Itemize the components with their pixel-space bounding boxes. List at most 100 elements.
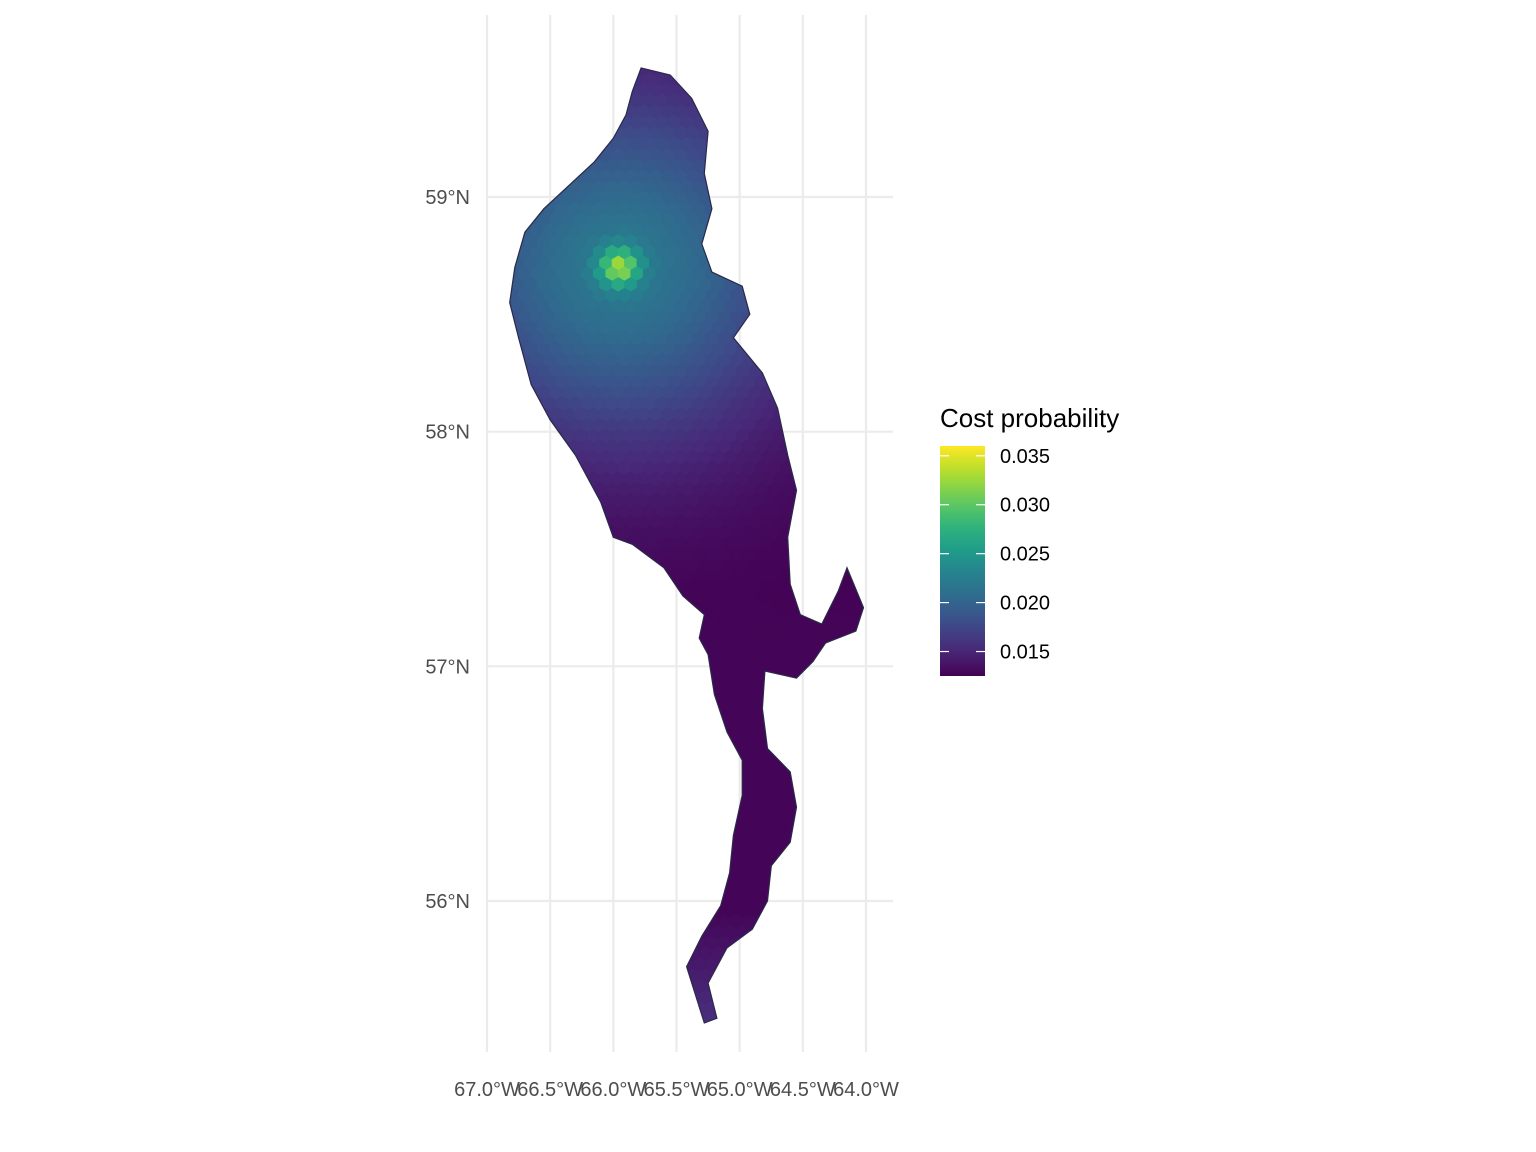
hex-cell: [586, 773, 600, 790]
hex-cell: [530, 93, 544, 109]
hex-cell: [642, 611, 656, 628]
hex-cell: [842, 827, 856, 844]
hex-cell: [642, 633, 656, 649]
hex-cell: [524, 795, 538, 811]
hex-cell: [649, 817, 663, 833]
hex-cell: [593, 590, 606, 606]
hex-cell: [861, 709, 864, 725]
hex-cell: [836, 644, 850, 660]
hex-cell: [842, 784, 856, 800]
hex-cell: [829, 525, 843, 541]
hex-cell: [842, 266, 856, 282]
hex-cell: [811, 493, 825, 509]
hex-cell: [630, 590, 644, 606]
hex-cell: [817, 309, 831, 325]
hex-cell: [636, 622, 650, 638]
hex-cell: [773, 169, 787, 185]
hex-cell: [509, 82, 513, 98]
hex-cell: [723, 212, 737, 228]
hex-cell: [786, 730, 800, 746]
hex-cell: [823, 709, 837, 725]
hex-cell: [686, 795, 700, 811]
hex-cell: [599, 67, 613, 77]
hex-cell: [817, 568, 831, 584]
hex-cell: [655, 763, 669, 779]
hex-cell: [605, 935, 619, 952]
hex-cell: [511, 557, 525, 574]
hex-cell: [836, 817, 850, 833]
hex-cell: [617, 1022, 631, 1023]
hex-cell: [767, 935, 781, 952]
hex-cell: [786, 169, 800, 185]
hex-cell: [823, 838, 837, 854]
hex-cell: [636, 601, 650, 617]
hex-cell: [767, 698, 781, 714]
hex-cell: [580, 547, 594, 563]
hex-cell: [568, 871, 582, 887]
hex-cell: [848, 67, 862, 77]
hex-cell: [593, 741, 606, 757]
hex-cell: [767, 93, 781, 109]
hex-cell: [823, 190, 837, 206]
hex-cell: [509, 817, 513, 833]
hex-cell: [506, 51, 518, 65]
hex-cell: [755, 201, 769, 217]
hex-cell: [848, 536, 862, 552]
hex-cell: [509, 730, 513, 746]
hex-cell: [829, 784, 843, 800]
hex-cell: [711, 752, 725, 768]
hex-cell: [780, 914, 794, 930]
hex-cell: [574, 644, 588, 660]
hex-cell: [817, 655, 831, 671]
hex-cell: [524, 147, 538, 163]
hex-cell: [761, 169, 775, 185]
hex-cell: [773, 1011, 787, 1023]
hex-cell: [773, 125, 787, 142]
hex-cell: [599, 773, 613, 790]
hex-cell: [555, 719, 569, 736]
hex-cell: [829, 503, 843, 520]
hex-cell: [630, 914, 644, 930]
hex-cell: [509, 212, 513, 228]
hex-cell: [848, 730, 862, 746]
hex-cell: [692, 71, 706, 88]
hex-cell: [817, 287, 831, 304]
hex-cell: [848, 514, 862, 530]
hex-cell: [555, 676, 569, 692]
hex-cell: [509, 277, 513, 293]
hex-cell: [836, 82, 850, 98]
hex-cell: [509, 849, 519, 865]
hex-cell: [518, 590, 532, 606]
hex-cell: [717, 763, 731, 779]
hex-cell: [823, 989, 837, 1006]
hex-cell: [836, 946, 850, 962]
hex-cell: [649, 903, 663, 919]
hex-cell: [717, 741, 731, 757]
hex-cell: [811, 817, 825, 833]
hex-cell: [817, 331, 831, 347]
hex-cell: [811, 169, 825, 185]
hex-cell: [861, 67, 864, 77]
hex-cell: [586, 104, 600, 120]
hex-cell: [549, 514, 563, 530]
hex-cell: [509, 655, 519, 671]
hex-cell: [586, 67, 600, 77]
hex-cell: [655, 827, 669, 844]
hex-cell: [630, 1022, 644, 1023]
hex-cell: [817, 93, 831, 109]
hex-cell: [509, 1000, 519, 1016]
hex-cell: [561, 925, 575, 941]
hex-cell: [636, 860, 650, 876]
hex-cell: [861, 989, 864, 1006]
hex-cell: [829, 352, 843, 368]
hex-cell: [836, 687, 850, 703]
hex-cell: [836, 536, 850, 552]
hex-cell: [617, 547, 631, 563]
hex-cell: [773, 385, 787, 401]
hex-cell: [811, 67, 825, 77]
hex-cell: [555, 914, 569, 930]
hex-cell: [642, 1000, 656, 1016]
hex-cell: [586, 709, 600, 725]
hex-cell: [649, 989, 663, 1006]
hex-cell: [742, 158, 756, 174]
